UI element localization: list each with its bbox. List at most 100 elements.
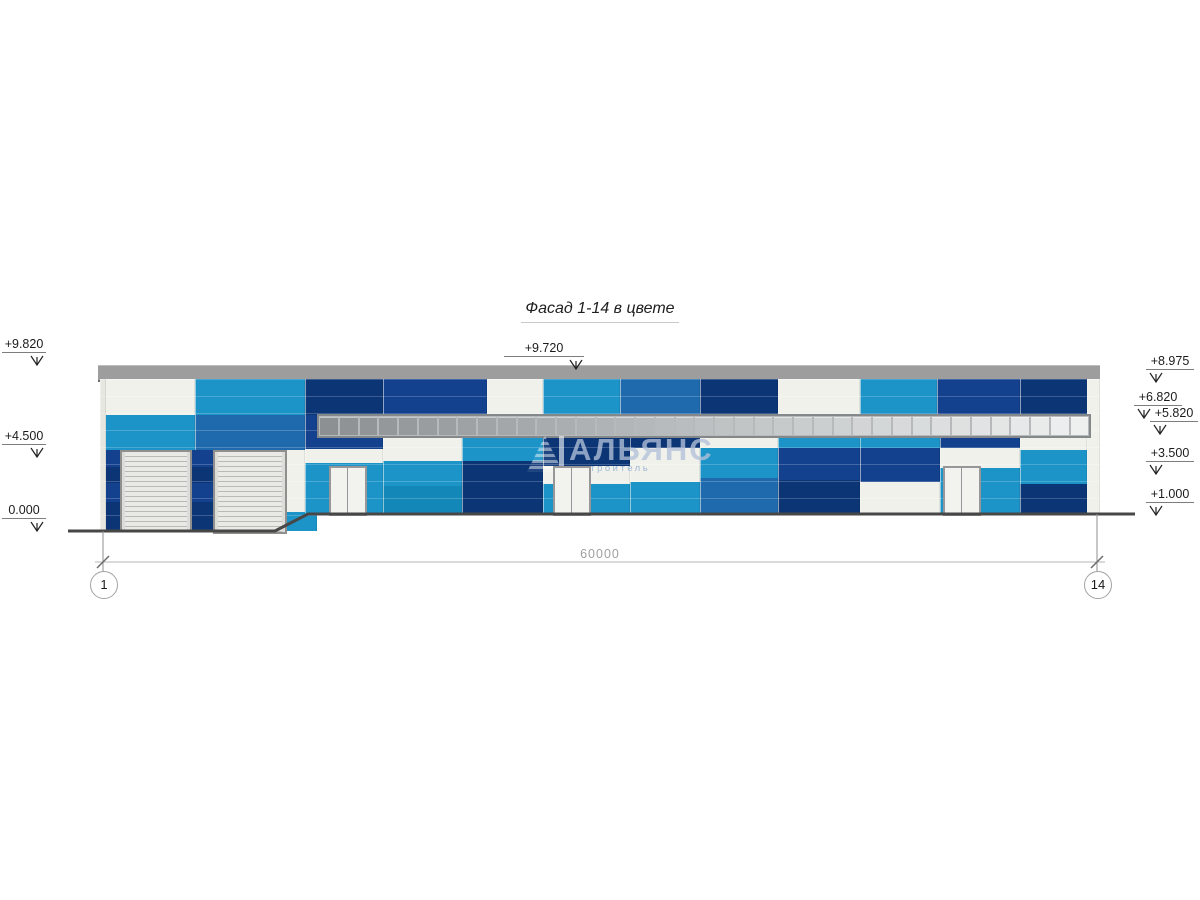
window-cell xyxy=(892,417,911,435)
axis-bubble-1: 1 xyxy=(90,571,118,599)
window-cell xyxy=(734,417,753,435)
elevation-arrow-icon xyxy=(1149,463,1163,476)
window-cell xyxy=(576,417,595,435)
window-cell xyxy=(971,417,990,435)
elevation-arrow-icon xyxy=(1149,371,1163,384)
facade-panel xyxy=(195,379,305,415)
window-cell xyxy=(813,417,832,435)
facade-panel xyxy=(860,448,940,482)
facade-panel xyxy=(620,379,700,415)
axis-label-1: 1 xyxy=(100,577,108,592)
dimension-value: 60000 xyxy=(580,547,620,561)
entrance-door xyxy=(553,466,591,516)
facade-panel xyxy=(305,379,383,415)
drawing-title: Фасад 1-14 в цвете xyxy=(440,300,760,323)
window-cell xyxy=(517,417,536,435)
facade-panel xyxy=(1020,484,1087,513)
window-cell xyxy=(774,417,792,435)
elevation-mark-label: +3.500 xyxy=(1150,446,1190,460)
facade-panel xyxy=(543,379,620,415)
elevation-mark-label: +6.820 xyxy=(1138,390,1178,404)
axis-label-14: 14 xyxy=(1090,577,1106,592)
elevation-mark-label: +1.000 xyxy=(1150,487,1190,501)
elevation-arrow-icon xyxy=(30,520,44,533)
elevation-mark-underline xyxy=(1134,405,1182,406)
facade-panel xyxy=(630,482,700,513)
elevation-mark-underline xyxy=(504,356,584,357)
window-cell xyxy=(1070,417,1089,435)
entrance-door xyxy=(943,466,981,516)
elevation-arrow-icon xyxy=(1149,504,1163,517)
window-cell xyxy=(557,417,575,435)
roller-door xyxy=(213,450,287,534)
elevation-mark-label: +4.500 xyxy=(4,429,44,443)
roller-door xyxy=(120,450,192,532)
window-cell xyxy=(1031,417,1049,435)
window-cell xyxy=(636,417,654,435)
window-cell xyxy=(537,417,555,435)
window-cell xyxy=(458,417,476,435)
window-cell xyxy=(991,417,1010,435)
facade-panel xyxy=(860,379,937,415)
window-cell xyxy=(438,417,457,435)
elevation-arrow-icon xyxy=(1137,407,1151,420)
facade-panel xyxy=(383,486,462,513)
elevation-mark-underline xyxy=(1150,421,1198,422)
window-cell xyxy=(1011,417,1029,435)
window-cell xyxy=(794,417,812,435)
window-cell xyxy=(912,417,931,435)
facade-panel xyxy=(100,379,195,415)
facade-panel xyxy=(462,461,543,513)
dimension-tick-right xyxy=(1090,555,1104,569)
elevation-mark-underline xyxy=(2,352,46,353)
facade-panel xyxy=(100,379,106,531)
elevation-mark-underline xyxy=(1146,461,1194,462)
elevation-mark-underline xyxy=(1146,369,1194,370)
axis-bubble-14: 14 xyxy=(1084,571,1112,599)
elevation-mark-underline xyxy=(2,444,46,445)
window-cell xyxy=(754,417,773,435)
elevation-arrow-icon xyxy=(569,358,583,371)
elevation-mark-label: +9.720 xyxy=(524,341,564,355)
facade-panel xyxy=(700,478,778,513)
elevation-mark-underline xyxy=(2,518,46,519)
window-cell xyxy=(695,417,713,435)
facade-panel xyxy=(283,450,305,512)
facade-panel xyxy=(383,461,462,486)
window-cell xyxy=(873,417,891,435)
window-cell xyxy=(932,417,950,435)
facade-panel xyxy=(100,415,195,450)
window-cell xyxy=(675,417,694,435)
window-cell xyxy=(1050,417,1069,435)
window-cell xyxy=(478,417,496,435)
window-cell xyxy=(320,417,338,435)
facade-panel xyxy=(1020,450,1087,484)
ribbon-windows xyxy=(317,414,1091,438)
elevation-mark-label: +9.820 xyxy=(4,337,44,351)
facade-panel xyxy=(630,448,700,482)
window-cell xyxy=(616,417,634,435)
window-cell xyxy=(497,417,516,435)
elevation-arrow-icon xyxy=(30,354,44,367)
facade-panel xyxy=(700,379,778,415)
elevation-mark-label: +5.820 xyxy=(1154,406,1194,420)
facade-panel xyxy=(1020,379,1090,415)
window-cell xyxy=(379,417,397,435)
elevation-arrow-icon xyxy=(30,446,44,459)
window-cell xyxy=(853,417,871,435)
facade-panel xyxy=(778,379,860,415)
facade-panel xyxy=(778,448,860,480)
window-cell xyxy=(952,417,970,435)
elevation-mark-label: +8.975 xyxy=(1150,354,1190,368)
facade-panel xyxy=(383,379,487,415)
window-cell xyxy=(655,417,674,435)
window-cell xyxy=(596,417,615,435)
elevation-mark-underline xyxy=(1146,502,1194,503)
window-cell xyxy=(339,417,358,435)
facade-panel xyxy=(543,433,630,466)
facade-panel xyxy=(778,480,860,513)
dimension-tick-left xyxy=(96,555,110,569)
facade-panel xyxy=(937,379,1020,415)
facade-panel xyxy=(305,449,383,463)
